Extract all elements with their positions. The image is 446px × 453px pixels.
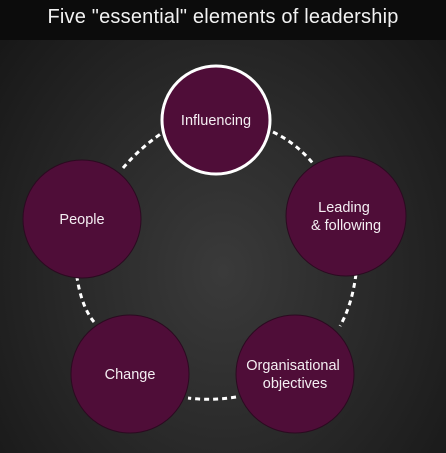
node-influencing-circle [160,64,272,176]
node-organisational-objectives: Organisational objectives [235,314,355,434]
node-leading-following-line-2: & following [311,218,381,234]
node-organisational-objectives-label: Organisational objectives [246,358,344,392]
node-influencing: Influencing [160,64,272,176]
node-leading-following-circle [285,155,407,277]
node-organisational-objectives-line-2: objectives [263,376,327,392]
connector-organisational-change [187,395,237,401]
connector-influencing-leading [272,130,320,171]
node-organisational-objectives-line-1: Organisational [246,358,340,374]
node-change-line-1: Change [105,367,156,383]
connector-people-influencing [121,131,163,169]
node-change: Change [70,314,190,434]
connector-change-people [74,269,96,323]
node-change-circle [70,314,190,434]
node-organisational-objectives-circle [235,314,355,434]
connector-leading-organisational [338,273,358,327]
node-people: People [22,159,142,279]
node-leading-following-label: Leading & following [311,200,381,234]
node-people-line-1: People [59,212,104,228]
node-influencing-line-1: Influencing [181,113,251,129]
node-people-circle [22,159,142,279]
node-leading-following: Leading & following [285,155,407,277]
node-influencing-label: Influencing [181,113,251,129]
node-people-label: People [59,212,104,228]
node-change-label: Change [105,367,156,383]
nodes: Influencing Leading & following Organisa… [22,64,407,434]
title-bar: Five "essential" elements of leadership [0,0,446,40]
slide-title: Five "essential" elements of leadership [47,6,399,28]
node-leading-following-line-1: Leading [318,200,370,216]
